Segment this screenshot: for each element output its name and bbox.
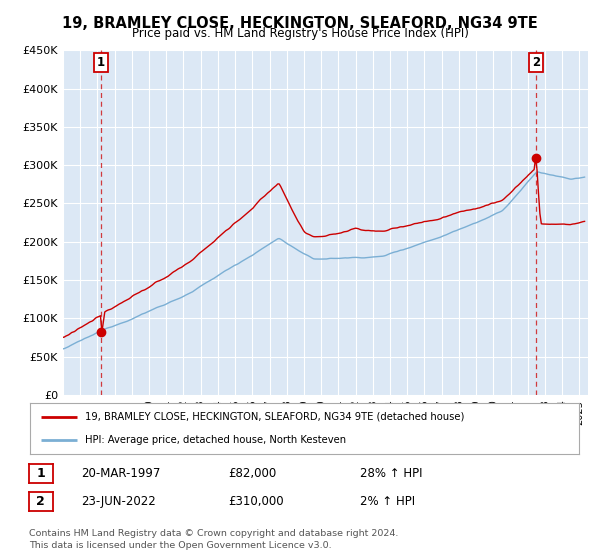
Text: 1: 1: [97, 55, 105, 68]
Text: 19, BRAMLEY CLOSE, HECKINGTON, SLEAFORD, NG34 9TE (detached house): 19, BRAMLEY CLOSE, HECKINGTON, SLEAFORD,…: [85, 412, 464, 422]
Text: HPI: Average price, detached house, North Kesteven: HPI: Average price, detached house, Nort…: [85, 435, 346, 445]
Text: Price paid vs. HM Land Registry's House Price Index (HPI): Price paid vs. HM Land Registry's House …: [131, 27, 469, 40]
Text: 20-MAR-1997: 20-MAR-1997: [81, 466, 160, 480]
Text: 2: 2: [37, 494, 45, 508]
Text: 19, BRAMLEY CLOSE, HECKINGTON, SLEAFORD, NG34 9TE: 19, BRAMLEY CLOSE, HECKINGTON, SLEAFORD,…: [62, 16, 538, 31]
Text: Contains HM Land Registry data © Crown copyright and database right 2024.: Contains HM Land Registry data © Crown c…: [29, 529, 398, 538]
Text: 23-JUN-2022: 23-JUN-2022: [81, 494, 156, 508]
Text: This data is licensed under the Open Government Licence v3.0.: This data is licensed under the Open Gov…: [29, 541, 331, 550]
Text: 1: 1: [37, 466, 45, 480]
Text: 28% ↑ HPI: 28% ↑ HPI: [360, 466, 422, 480]
Text: 2% ↑ HPI: 2% ↑ HPI: [360, 494, 415, 508]
Text: 2: 2: [532, 55, 540, 68]
Text: £82,000: £82,000: [228, 466, 276, 480]
Text: £310,000: £310,000: [228, 494, 284, 508]
